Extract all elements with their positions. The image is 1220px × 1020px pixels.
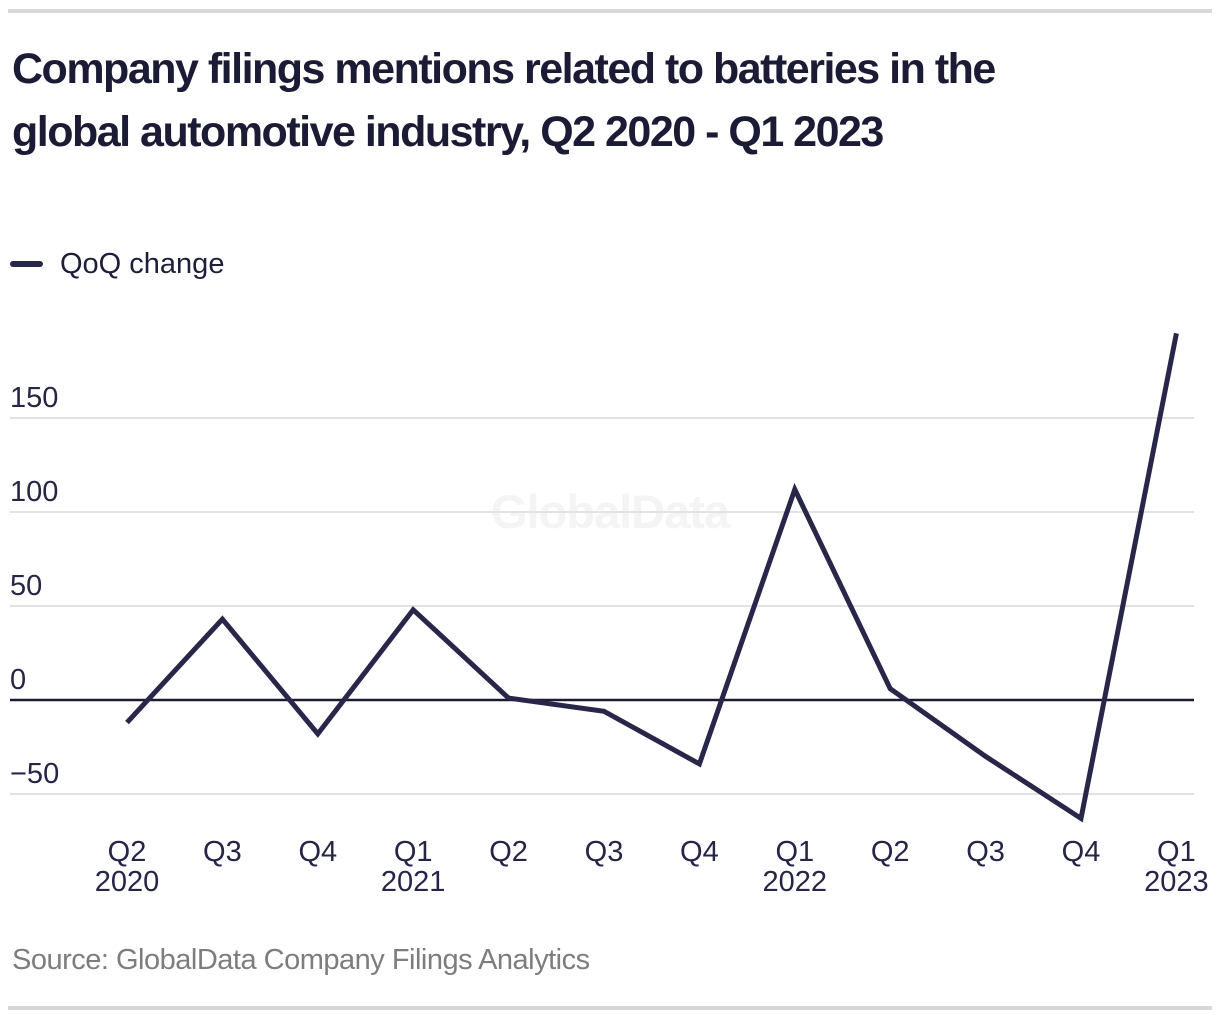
chart-title-line2: global automotive industry, Q2 2020 - Q1… [12,108,884,156]
legend-label: QoQ change [60,247,225,280]
source-caption: Source: GlobalData Company Filings Analy… [12,944,590,976]
x-tick-label: Q1 [1157,836,1196,868]
chart-title: Company filings mentions related to batt… [12,38,1212,164]
y-tick-label: 50 [10,570,43,602]
bottom-divider [8,1006,1212,1010]
x-tick-label: Q2 [870,836,910,868]
x-tick-label: Q2 [107,836,147,868]
x-year-label: 2020 [94,866,160,898]
y-tick-label: 0 [10,664,27,696]
x-tick-label: Q2 [489,836,528,868]
x-tick-label: Q1 [775,836,815,868]
x-year-label: 2023 [1144,866,1209,898]
x-tick-label: Q4 [298,836,338,868]
legend: QoQ change [10,248,224,280]
y-tick-label: 150 [10,382,59,414]
chart-title-line1: Company filings mentions related to batt… [12,45,996,93]
legend-line-marker [10,261,43,267]
x-tick-label: Q4 [1061,836,1101,868]
x-year-label: 2022 [762,866,828,898]
x-tick-label: Q3 [203,836,242,868]
x-tick-label: Q4 [680,836,719,868]
qoq-change-line [125,332,1179,823]
x-tick-label: Q3 [584,836,624,868]
x-tick-label: Q3 [966,836,1005,868]
x-year-label: 2021 [380,866,446,898]
x-tick-label: Q1 [393,836,433,868]
y-tick-label: 100 [10,476,59,508]
top-divider [8,9,1212,13]
y-tick-label: −50 [10,758,60,790]
